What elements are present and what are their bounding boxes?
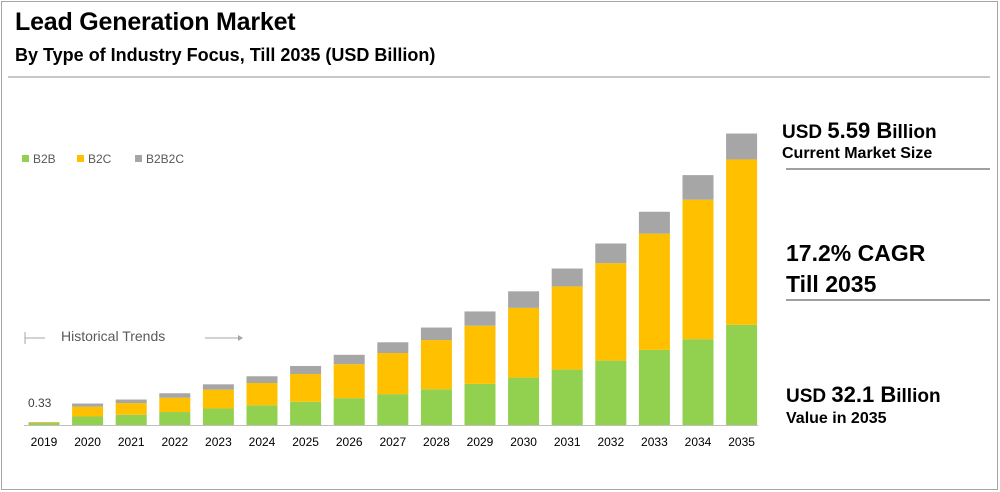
bar-segment-b2b (115, 414, 147, 425)
bar-segment-b2b (377, 394, 409, 425)
bar-segment-b2c (551, 286, 583, 370)
bar-segment-b2b2c (682, 175, 714, 200)
bar-segment-b2c (508, 307, 540, 378)
bar-segment-b2b (202, 408, 234, 425)
bar-segment-b2b2c (464, 311, 496, 326)
bar-segment-b2c (638, 233, 670, 350)
cagr-period: Till 2035 (786, 271, 877, 297)
bar-segment-b2c (115, 403, 147, 415)
bar-segment-b2b2c (551, 268, 583, 287)
legend-swatch-b2c (77, 155, 84, 162)
bar-segment-b2b2c (726, 133, 758, 160)
future-market-value: USD 32.1 Billion (786, 382, 941, 407)
x-tick-label: 2021 (118, 435, 145, 449)
bar-segment-b2b2c (290, 365, 322, 375)
bar-segment-b2b2c (420, 327, 452, 341)
bar-segment-b2b2c (377, 342, 409, 354)
bar-segment-b2b2c (115, 399, 147, 404)
bar-segment-b2c (159, 397, 191, 413)
bar-segment-b2b2c (246, 376, 278, 383)
x-tick-label: 2022 (161, 435, 188, 449)
bar-segment-b2b (246, 405, 278, 425)
x-tick-label: 2034 (685, 435, 712, 449)
bar-segment-b2b (28, 423, 60, 425)
x-tick-label: 2019 (31, 435, 58, 449)
x-tick-label: 2026 (336, 435, 363, 449)
bar-segment-b2b2c (508, 291, 540, 308)
x-tick-label: 2028 (423, 435, 450, 449)
bar-segment-b2b (682, 339, 714, 425)
bar-segment-b2c (726, 159, 758, 325)
bar-segment-b2b2c (202, 384, 234, 390)
legend-label-b2b: B2B (33, 152, 56, 166)
x-tick-label: 2025 (292, 435, 319, 449)
legend-label-b2c: B2C (88, 152, 112, 166)
bar-segment-b2b (726, 324, 758, 425)
historical-arrow-head (238, 335, 243, 341)
stat-divider (786, 299, 990, 301)
legend-swatch-b2b (22, 155, 29, 162)
x-tick-label: 2035 (728, 435, 755, 449)
chart-title: Lead Generation Market (15, 8, 296, 36)
x-tick-label: 2020 (74, 435, 101, 449)
bar-segment-b2c (377, 353, 409, 395)
legend-swatch-b2b2c (135, 155, 142, 162)
bar-segment-b2b (72, 416, 104, 425)
bar-segment-b2b (551, 369, 583, 425)
bar-segment-b2c (202, 389, 234, 409)
bar-segment-b2c (464, 325, 496, 384)
x-tick-label: 2031 (554, 435, 581, 449)
header-divider (8, 76, 990, 78)
x-tick-label: 2033 (641, 435, 668, 449)
bar-segment-b2b (159, 412, 191, 425)
bar-segment-b2b (508, 377, 540, 425)
bar-segment-b2c (28, 422, 60, 424)
bar-segment-b2b2c (159, 393, 191, 398)
bar-segment-b2b (333, 398, 365, 425)
bar-segment-b2c (682, 199, 714, 340)
x-tick-label: 2029 (467, 435, 494, 449)
bar-segment-b2b (290, 401, 322, 425)
x-tick-label: 2032 (597, 435, 624, 449)
bar-segment-b2c (290, 374, 322, 402)
stat-divider (786, 168, 990, 170)
current-market-size-label: Current Market Size (782, 145, 933, 162)
bar-segment-b2b2c (333, 354, 365, 365)
bar-segment-b2b (638, 349, 670, 425)
bar-segment-b2c (72, 406, 104, 417)
x-tick-label: 2023 (205, 435, 232, 449)
bar-segment-b2b (464, 383, 496, 425)
x-tick-label: 2027 (379, 435, 406, 449)
bar-segment-b2b (420, 389, 452, 425)
chart-subtitle: By Type of Industry Focus, Till 2035 (US… (15, 45, 436, 65)
bar-segment-b2b2c (595, 243, 627, 264)
x-tick-label: 2030 (510, 435, 537, 449)
cagr-value: 17.2% CAGR (786, 240, 926, 266)
future-market-label: Value in 2035 (786, 410, 887, 427)
bar-segment-b2c (246, 382, 278, 406)
bar-segment-b2b2c (638, 211, 670, 234)
bar-segment-b2c (595, 263, 627, 361)
legend-label-b2b2c: B2B2C (146, 152, 184, 166)
data-label: 0.33 (28, 396, 52, 410)
current-market-size-value: USD 5.59 Billion (782, 118, 937, 143)
bar-segment-b2c (420, 340, 452, 390)
bar-segment-b2b2c (72, 403, 104, 407)
x-tick-label: 2024 (249, 435, 276, 449)
stacked-bar-chart: 2019 2020 2021 2022 2023 2024 2025 2026 2027 2028… (22, 133, 758, 449)
bar-segment-b2c (333, 364, 365, 399)
historical-trends-label: Historical Trends (61, 328, 165, 344)
bar-segment-b2b (595, 360, 627, 425)
